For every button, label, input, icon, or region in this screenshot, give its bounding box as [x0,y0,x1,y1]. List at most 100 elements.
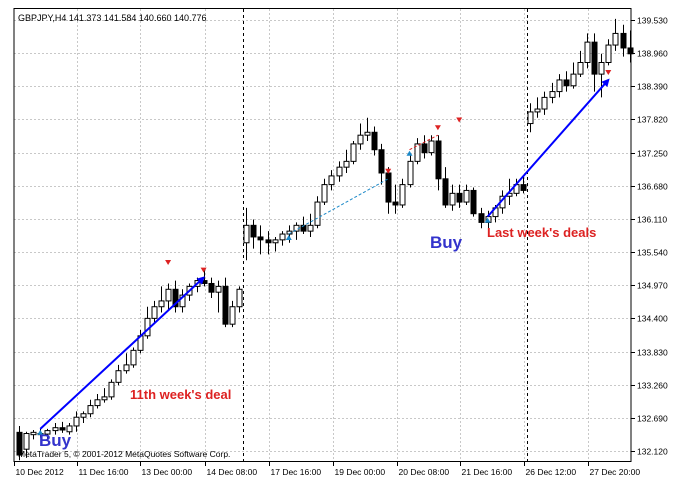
deal-arrow [39,276,206,430]
candle-body-bull [549,91,556,98]
candle-body-bull [399,184,406,206]
candle [556,74,563,98]
candle-body-bear [265,239,272,244]
candle [605,39,612,66]
buy-marker [406,150,413,156]
candle-body-bear [456,192,463,203]
candle [428,135,435,156]
candle [158,286,165,313]
candle [584,33,591,69]
candle [478,207,485,229]
candle [336,161,343,182]
candle [80,411,87,424]
candle [399,178,406,208]
candle-body-bull [30,431,37,436]
time-tick-label: 13 Dec 00:00 [142,467,193,477]
candle [123,353,130,374]
candle [265,231,272,255]
candle [541,91,548,115]
candle-body-bull [115,370,122,383]
candle-body-bull [463,189,470,203]
candle [236,286,243,313]
close-marker [456,117,463,123]
price-tick-label: 136.110 [637,215,667,225]
candle-body-bull [336,166,343,177]
candle-body-bear [442,178,449,206]
price-tick-label: 138.390 [637,82,668,92]
candle [414,138,421,165]
candle-body-bull [321,184,328,203]
candle [591,33,598,92]
candle [279,231,286,246]
candle [534,97,541,118]
candle [108,379,115,400]
candle [407,155,414,188]
buy-marker [484,217,491,223]
close-marker [200,267,207,273]
candle [314,196,321,229]
candle [371,126,378,156]
candlestick-series [16,18,634,461]
candle-body-bull [94,399,101,407]
candle-body-bear [172,288,179,308]
time-axis: 10 Dec 2012 11 Dec 16:00 13 Dec 00:00 14 De… [14,462,640,477]
candle-body-bull [272,239,279,244]
price-tick-label: 132.120 [637,447,668,457]
candle [23,431,30,458]
buy-marker [37,429,44,435]
candle [257,225,264,255]
buy-label-right: Buy [430,233,463,252]
candle [364,117,371,142]
candle-body-bull [612,32,619,46]
candle-body-bear [59,427,66,431]
candle [378,143,385,185]
candle-body-bear [620,32,627,49]
candle [612,18,619,51]
candle-body-bear [392,201,399,206]
candle [229,300,236,328]
candle-body-bull [534,108,541,113]
candle [449,184,456,211]
candle-body-bull [73,416,80,427]
candle-body-bull [584,41,591,63]
candle-body-bear [385,172,392,203]
candle-body-bull [577,61,584,75]
price-tick-label: 133.830 [637,348,668,358]
candle [392,184,399,214]
candle-body-bear [250,224,257,238]
candle [59,421,66,433]
candle [66,423,73,435]
candle [151,300,158,325]
candle [250,219,257,249]
candle [435,135,442,191]
candle [87,399,94,418]
symbol-info: GBPJPY,H4 141.373 141.584 140.660 140.77… [18,13,207,23]
time-tick-label: 11 Dec 16:00 [79,467,129,477]
candle [215,280,222,313]
candle [243,207,250,261]
time-tick-label: 21 Dec 16:00 [462,467,513,477]
candle-body-bull [229,306,236,325]
candle [94,393,101,409]
candle-body-bear [563,79,570,87]
candle-body-bull [243,224,250,244]
price-tick-label: 138.960 [637,49,668,59]
candle-body-bear [208,282,215,293]
candle-body-bull [179,294,186,308]
candle [350,141,357,165]
candle [463,184,470,205]
buy-marker [285,235,292,241]
candle [16,425,23,461]
price-tick-label: 136.680 [637,182,668,192]
deal-connector-line [288,178,389,235]
candle [456,184,463,208]
price-axis: 139.530 138.960 138.390 137.820 137.250 136.6… [631,16,668,457]
candle-body-bull [541,96,548,110]
candle-body-bear [470,189,477,215]
close-marker [165,260,172,266]
candle-body-bear [257,236,264,241]
candle [549,82,556,104]
time-tick-label: 20 Dec 08:00 [399,467,450,477]
